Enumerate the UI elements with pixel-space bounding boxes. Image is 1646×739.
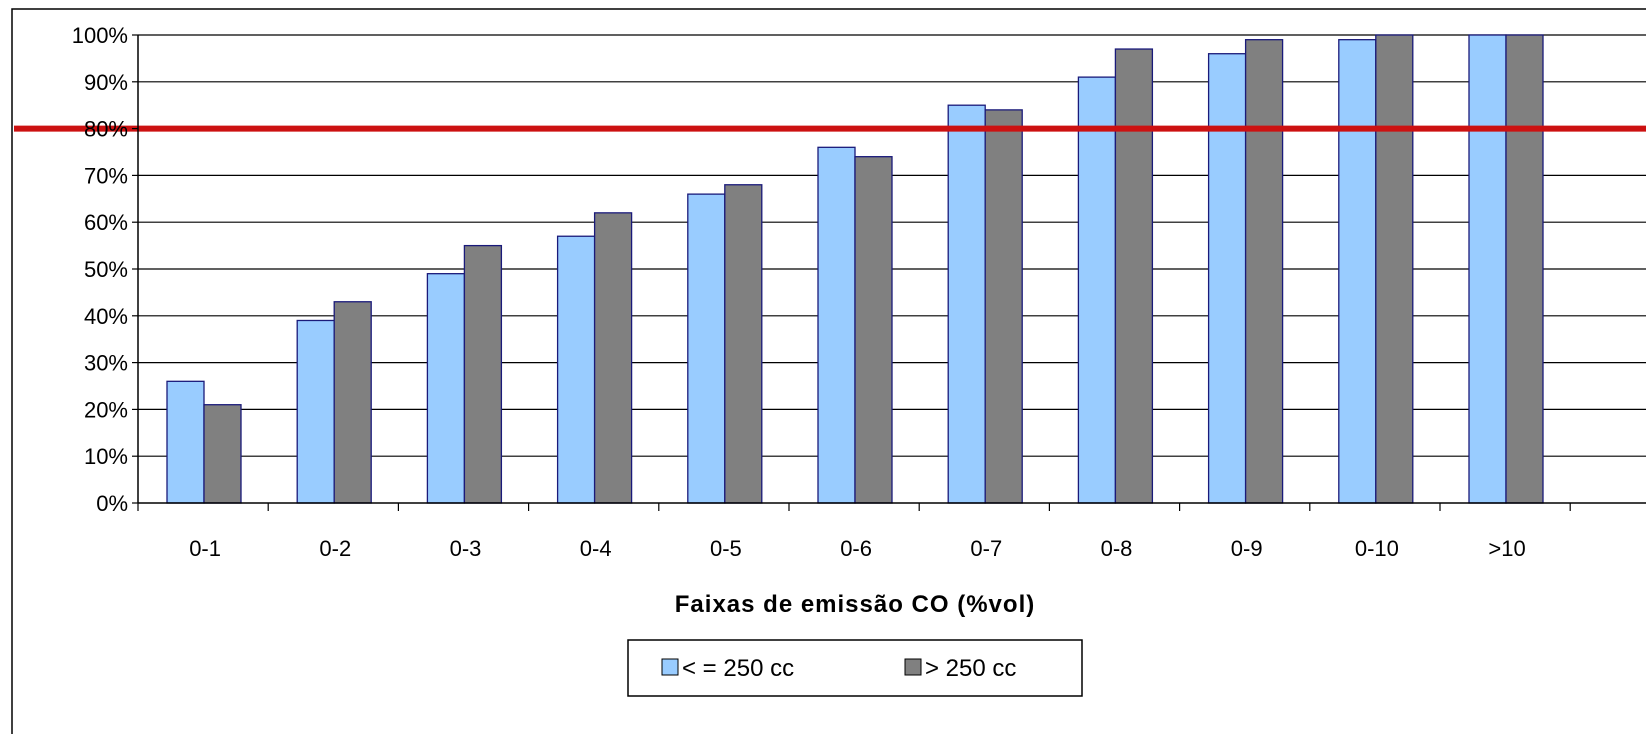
x-tick-label: 0-3 bbox=[450, 536, 482, 561]
x-tick-label: 0-9 bbox=[1231, 536, 1263, 561]
legend-label-gt-250: > 250 cc bbox=[925, 655, 1016, 682]
bar-le-250 bbox=[1468, 34, 1507, 504]
bar-gt-250 bbox=[463, 244, 503, 504]
y-tick-label: 10% bbox=[84, 444, 128, 469]
y-tick-label: 50% bbox=[84, 257, 128, 282]
x-tick-label: 0-10 bbox=[1355, 536, 1399, 561]
y-tick-label: 30% bbox=[84, 351, 128, 376]
bar-gt-250 bbox=[593, 212, 633, 504]
legend-box bbox=[627, 639, 1083, 697]
bar-le-250 bbox=[1338, 39, 1377, 504]
bar-le-250 bbox=[296, 319, 335, 504]
bar-le-250 bbox=[947, 104, 986, 504]
bar-le-250 bbox=[687, 193, 726, 504]
x-tick-label: 0-6 bbox=[840, 536, 872, 561]
legend-label-le-250: < = 250 cc bbox=[682, 655, 794, 682]
x-tick-label: 0-7 bbox=[970, 536, 1002, 561]
y-tick-label: 40% bbox=[84, 304, 128, 329]
bar-le-250 bbox=[1077, 76, 1117, 504]
bar-le-250 bbox=[556, 235, 596, 504]
legend-swatch-le-250 bbox=[661, 658, 679, 676]
bar-gt-250 bbox=[984, 109, 1023, 504]
bar-gt-250 bbox=[1244, 39, 1284, 504]
legend-swatch-gt-250 bbox=[904, 658, 922, 676]
x-tick-label: 0-5 bbox=[710, 536, 742, 561]
bar-gt-250 bbox=[333, 301, 372, 504]
x-tick-label: 0-8 bbox=[1101, 536, 1133, 561]
x-axis-title: Faixas de emissão CO (%vol) bbox=[675, 591, 1035, 618]
y-tick-label: 90% bbox=[84, 70, 128, 95]
bar-le-250 bbox=[166, 380, 205, 504]
axes: 0% 10% 20% 30% 40% 50% 60% 70% 80% 90% 100% 0-1 0-2 0… bbox=[72, 23, 1646, 561]
bar-gt-250 bbox=[724, 184, 763, 504]
legend: < = 250 cc > 250 cc bbox=[627, 639, 1083, 697]
bar-le-250 bbox=[1207, 53, 1247, 504]
y-tick-label: 100% bbox=[72, 23, 128, 48]
y-tick-label: 60% bbox=[84, 210, 128, 235]
bar-gt-250 bbox=[854, 156, 893, 504]
x-tick-label: >10 bbox=[1488, 536, 1525, 561]
y-tick-label: 80% bbox=[84, 117, 128, 142]
bar-le-250 bbox=[426, 273, 466, 504]
x-tick-label: 0-2 bbox=[319, 536, 351, 561]
y-tick-label: 70% bbox=[84, 163, 128, 188]
bar-gt-250 bbox=[203, 404, 242, 504]
bar-gt-250 bbox=[1375, 34, 1414, 504]
y-tick-label: 20% bbox=[84, 397, 128, 422]
bar-gt-250 bbox=[1505, 34, 1544, 504]
x-tick-label: 0-1 bbox=[189, 536, 221, 561]
bar-gt-250 bbox=[1114, 48, 1154, 504]
x-tick-label: 0-4 bbox=[580, 536, 612, 561]
y-tick-label: 0% bbox=[96, 491, 128, 516]
bar-le-250 bbox=[817, 146, 856, 504]
